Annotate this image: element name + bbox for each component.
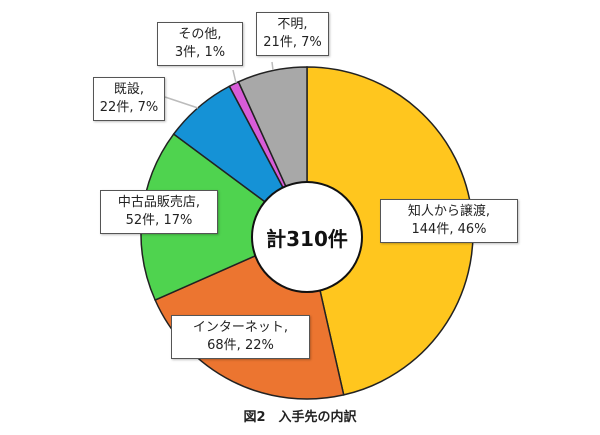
label-line2: 68件, 22% — [207, 338, 274, 353]
label-line2: 21件, 7% — [263, 35, 322, 50]
data-label-acquaintance: 知人から譲渡, 144件, 46% — [380, 199, 518, 243]
data-label-other: その他, 3件, 1% — [157, 22, 243, 66]
label-line1: 知人から譲渡, — [407, 204, 491, 219]
data-label-existing: 既設, 22件, 7% — [93, 77, 165, 121]
donut-hole — [251, 181, 363, 293]
label-line1: その他, — [178, 27, 222, 42]
leader-line-other — [232, 69, 237, 84]
label-line2: 52件, 17% — [125, 213, 193, 228]
leader-line-unknown — [271, 61, 274, 71]
label-line1: 中古品販売店, — [117, 195, 201, 210]
label-line2: 3件, 1% — [174, 45, 226, 60]
figure-caption: 図2 入手先の内訳 — [243, 410, 357, 425]
label-line2: 22件, 7% — [99, 100, 159, 115]
data-label-internet: インターネット, 68件, 22% — [171, 315, 310, 359]
label-line1: インターネット, — [192, 320, 289, 335]
leader-line-existing — [164, 96, 199, 109]
data-label-unknown: 不明, 21件, 7% — [256, 12, 329, 56]
data-label-used-shop: 中古品販売店, 52件, 17% — [100, 190, 218, 234]
label-line1: 既設, — [113, 82, 145, 97]
center-total-label: 計310件 — [266, 226, 348, 251]
label-line1: 不明, — [277, 17, 308, 32]
label-line2: 144件, 46% — [411, 222, 487, 237]
